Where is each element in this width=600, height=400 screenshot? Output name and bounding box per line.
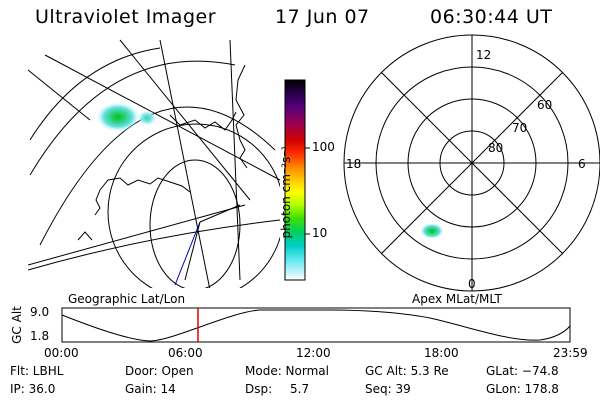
coastline-4 [94,189,101,216]
gain-status: Gain: 14 [125,382,176,396]
instrument-title: Ultraviolet Imager [35,6,217,28]
orbit-ylabel: GC Alt [10,306,24,344]
aurora-emission-polar [420,223,444,239]
lon-line-4 [28,69,91,121]
polar-diagonal-2 [379,70,565,256]
lat-arc-1 [29,60,236,176]
coastline-1 [235,64,248,169]
dsp-value: 5.7 [290,382,310,396]
polar-mlt-label-12: 12 [476,48,492,62]
observation-date: 17 Jun 07 [275,6,370,28]
orbit-xtick-1200: 12:00 [296,346,331,360]
orbit-xtick-2359: 23:59 [553,346,588,360]
lat-arc-4 [28,219,280,271]
orbit-xtick-0600: 06:00 [168,346,203,360]
lon-line-2 [159,39,211,288]
polar-lat-label-80: 80 [488,141,504,155]
colorbar-unit-label: photon cm⁻²s⁻¹ [279,145,293,239]
polar-lat-label-70: 70 [512,121,528,135]
lat-arc-3 [29,47,161,141]
coastline-2 [169,111,237,131]
polar-mlt-label-0: 0 [468,277,476,291]
coastline-3 [99,177,191,193]
orbit-xtick-1800: 18:00 [424,346,459,360]
colorbar-tick-label-10: 10 [312,226,328,240]
seq-status: Seq: 39 [365,382,411,396]
ground-track-blue [174,221,201,286]
polar-projection-label: Apex MLat/MLT [412,292,502,306]
lon-line-1 [44,54,280,181]
polar-lat-label-60: 60 [537,98,553,112]
mode-status: Mode: Normal [245,364,329,378]
dsp-label: Dsp: [245,382,273,396]
orbit-ytick-min: 1.8 [30,329,50,343]
geographic-projection-label: Geographic Lat/Lon [68,292,186,306]
ground-track-2 [184,221,201,281]
orbit-xtick-0000: 00:00 [44,346,79,360]
door-status: Door: Open [125,364,194,378]
polar-mlt-label-6: 6 [578,157,586,171]
gc-alt-status: GC Alt: 5.3 Re [365,364,449,378]
polar-mlt-label-18: 18 [346,157,362,171]
glon-status: GLon: 178.8 [486,382,559,396]
geographic-map [28,39,280,288]
lon-line-3 [229,39,241,281]
glat-status: GLat: −74.8 [486,364,559,378]
lon-line-6 [28,204,246,266]
polar-grid [343,34,600,292]
aurora-emission-left-main [96,102,140,132]
lon-line-5 [119,39,251,201]
colorbar-tick-label-100: 100 [312,140,335,154]
ground-track-1 [199,204,241,223]
colorbar [284,79,306,281]
filter-status: Flt: LBHL [10,364,64,378]
aurora-emission-left-small [137,110,157,126]
orbit-altitude-curve [61,309,571,342]
fov-circle-outer [107,123,280,288]
orbit-plot-frame [61,307,571,343]
fov-ellipse [149,159,241,288]
observation-time: 06:30:44 UT [430,6,553,28]
orbit-ytick-max: 9.0 [30,305,50,319]
ip-status: IP: 36.0 [10,382,56,396]
coastline-5 [77,231,93,241]
